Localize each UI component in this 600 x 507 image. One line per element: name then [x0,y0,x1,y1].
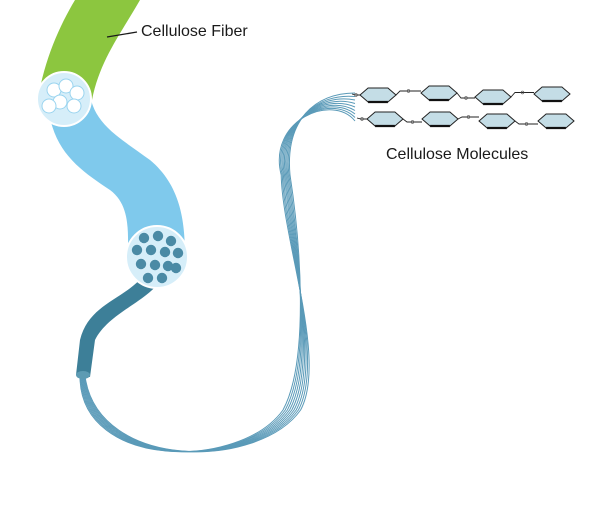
microfibril-section-dot [149,259,161,271]
fiber-section-dot [41,98,57,114]
fiber-section-dot [58,78,74,94]
glucose-ring [474,89,512,105]
glucose-ring [421,111,459,127]
glycosidic-bond [351,93,360,96]
microfibril-section-dot [165,235,177,247]
cellulose-fiber-label: Cellulose Fiber [141,23,248,40]
glucose-ring [420,85,458,101]
glycosidic-bond [510,92,534,98]
microfibril-section-dot [145,244,157,256]
glucose-ring [366,111,404,127]
glucose-ring [533,86,571,102]
microfibril-cross-section [125,225,189,289]
cellulose-molecules-label: Cellulose Molecules [386,146,529,163]
microfibril-section-dot [156,272,168,284]
cellulose-chain-strands [79,92,356,453]
elementary-fibril-end [76,371,90,379]
microfibril-section-dot [172,247,184,259]
glycosidic-bond [514,120,538,125]
cellulose-molecule-chains [351,85,575,130]
fiber-section-dot [69,85,85,101]
microfibril-section-dot [152,230,164,242]
glucose-ring [359,87,397,103]
microfibril-section-dot [162,260,174,272]
glucose-ring [537,113,575,129]
glycosidic-bond [456,92,475,99]
microfibril-section-dot [131,244,143,256]
cellulose-strand [84,109,356,452]
microfibril-section-dot [159,246,171,258]
glycosidic-bond [356,117,367,120]
microfibril-section-dot [170,262,182,274]
fiber-section-dot [66,98,82,114]
glucose-ring [478,113,516,129]
glycosidic-bond [402,118,422,123]
microfibril-section-dot [142,272,154,284]
fiber-cross-section [36,71,92,127]
fiber-label-leader [106,31,138,38]
glycosidic-bond [457,116,479,120]
microfibril [48,95,185,255]
microfibril-section-dot [135,258,147,270]
glycosidic-bond [395,90,421,96]
microfibril-section-dot [138,232,150,244]
elementary-fibril [76,267,165,377]
